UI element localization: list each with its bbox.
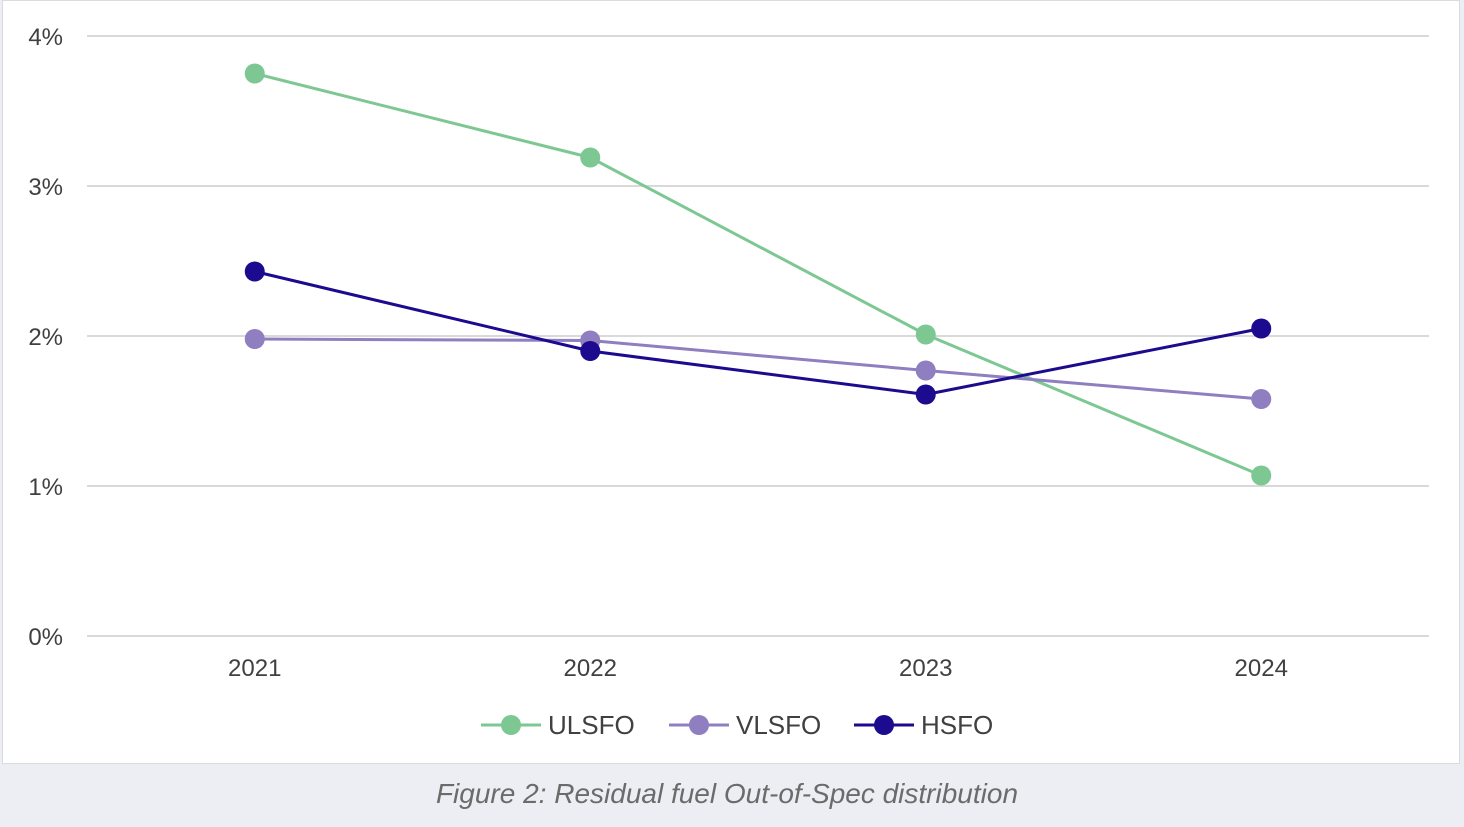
data-point-ulsfo [244, 63, 265, 84]
gridlines [87, 35, 1429, 637]
data-point-ulsfo [1251, 465, 1272, 486]
y-axis-ticks: 0% 1% 2% 3% 4% [28, 24, 63, 651]
x-tick-label: 2024 [1235, 655, 1288, 682]
y-tick-label: 0% [28, 624, 63, 651]
figure-caption: Figure 2: Residual fuel Out-of-Spec dist… [435, 778, 1019, 809]
legend-marker-vlsfo [689, 715, 709, 735]
series-line-ulsfo [254, 72, 1262, 477]
data-point-hsfo [580, 341, 601, 361]
data-point-vlsfo [915, 360, 936, 381]
y-tick-label: 4% [28, 24, 63, 51]
data-point-ulsfo [915, 324, 936, 345]
x-tick-label: 2022 [564, 655, 617, 682]
data-point-vlsfo [1251, 389, 1272, 409]
data-point-vlsfo [244, 329, 265, 349]
x-tick-label: 2021 [228, 655, 281, 682]
x-axis-ticks: 2021 2022 2023 2024 [228, 655, 1288, 682]
legend-label-vlsfo: VLSFO [736, 710, 821, 740]
data-point-hsfo [1251, 318, 1272, 339]
y-tick-label: 1% [28, 474, 63, 501]
data-point-hsfo [915, 384, 936, 405]
series-line-hsfo [254, 270, 1262, 396]
legend-label-ulsfo: ULSFO [548, 710, 635, 740]
legend-marker-ulsfo [501, 715, 521, 735]
data-point-ulsfo [580, 147, 601, 168]
line-chart: 0% 1% 2% 3% 4% 2021 2022 2023 2024 ULSFO VLSFO HS… [28, 24, 1429, 740]
legend: ULSFO VLSFO HSFO [481, 710, 993, 740]
legend-marker-hsfo [874, 715, 894, 735]
series-lines [244, 63, 1272, 486]
series-line-vlsfo [254, 337, 1262, 401]
x-tick-label: 2023 [899, 655, 952, 682]
chart-panel: 0% 1% 2% 3% 4% 2021 2022 2023 2024 ULSFO VLSFO HS… [2, 0, 1460, 764]
data-point-hsfo [244, 261, 265, 282]
y-tick-label: 3% [28, 174, 63, 201]
y-tick-label: 2% [28, 324, 63, 351]
legend-label-hsfo: HSFO [921, 710, 993, 740]
